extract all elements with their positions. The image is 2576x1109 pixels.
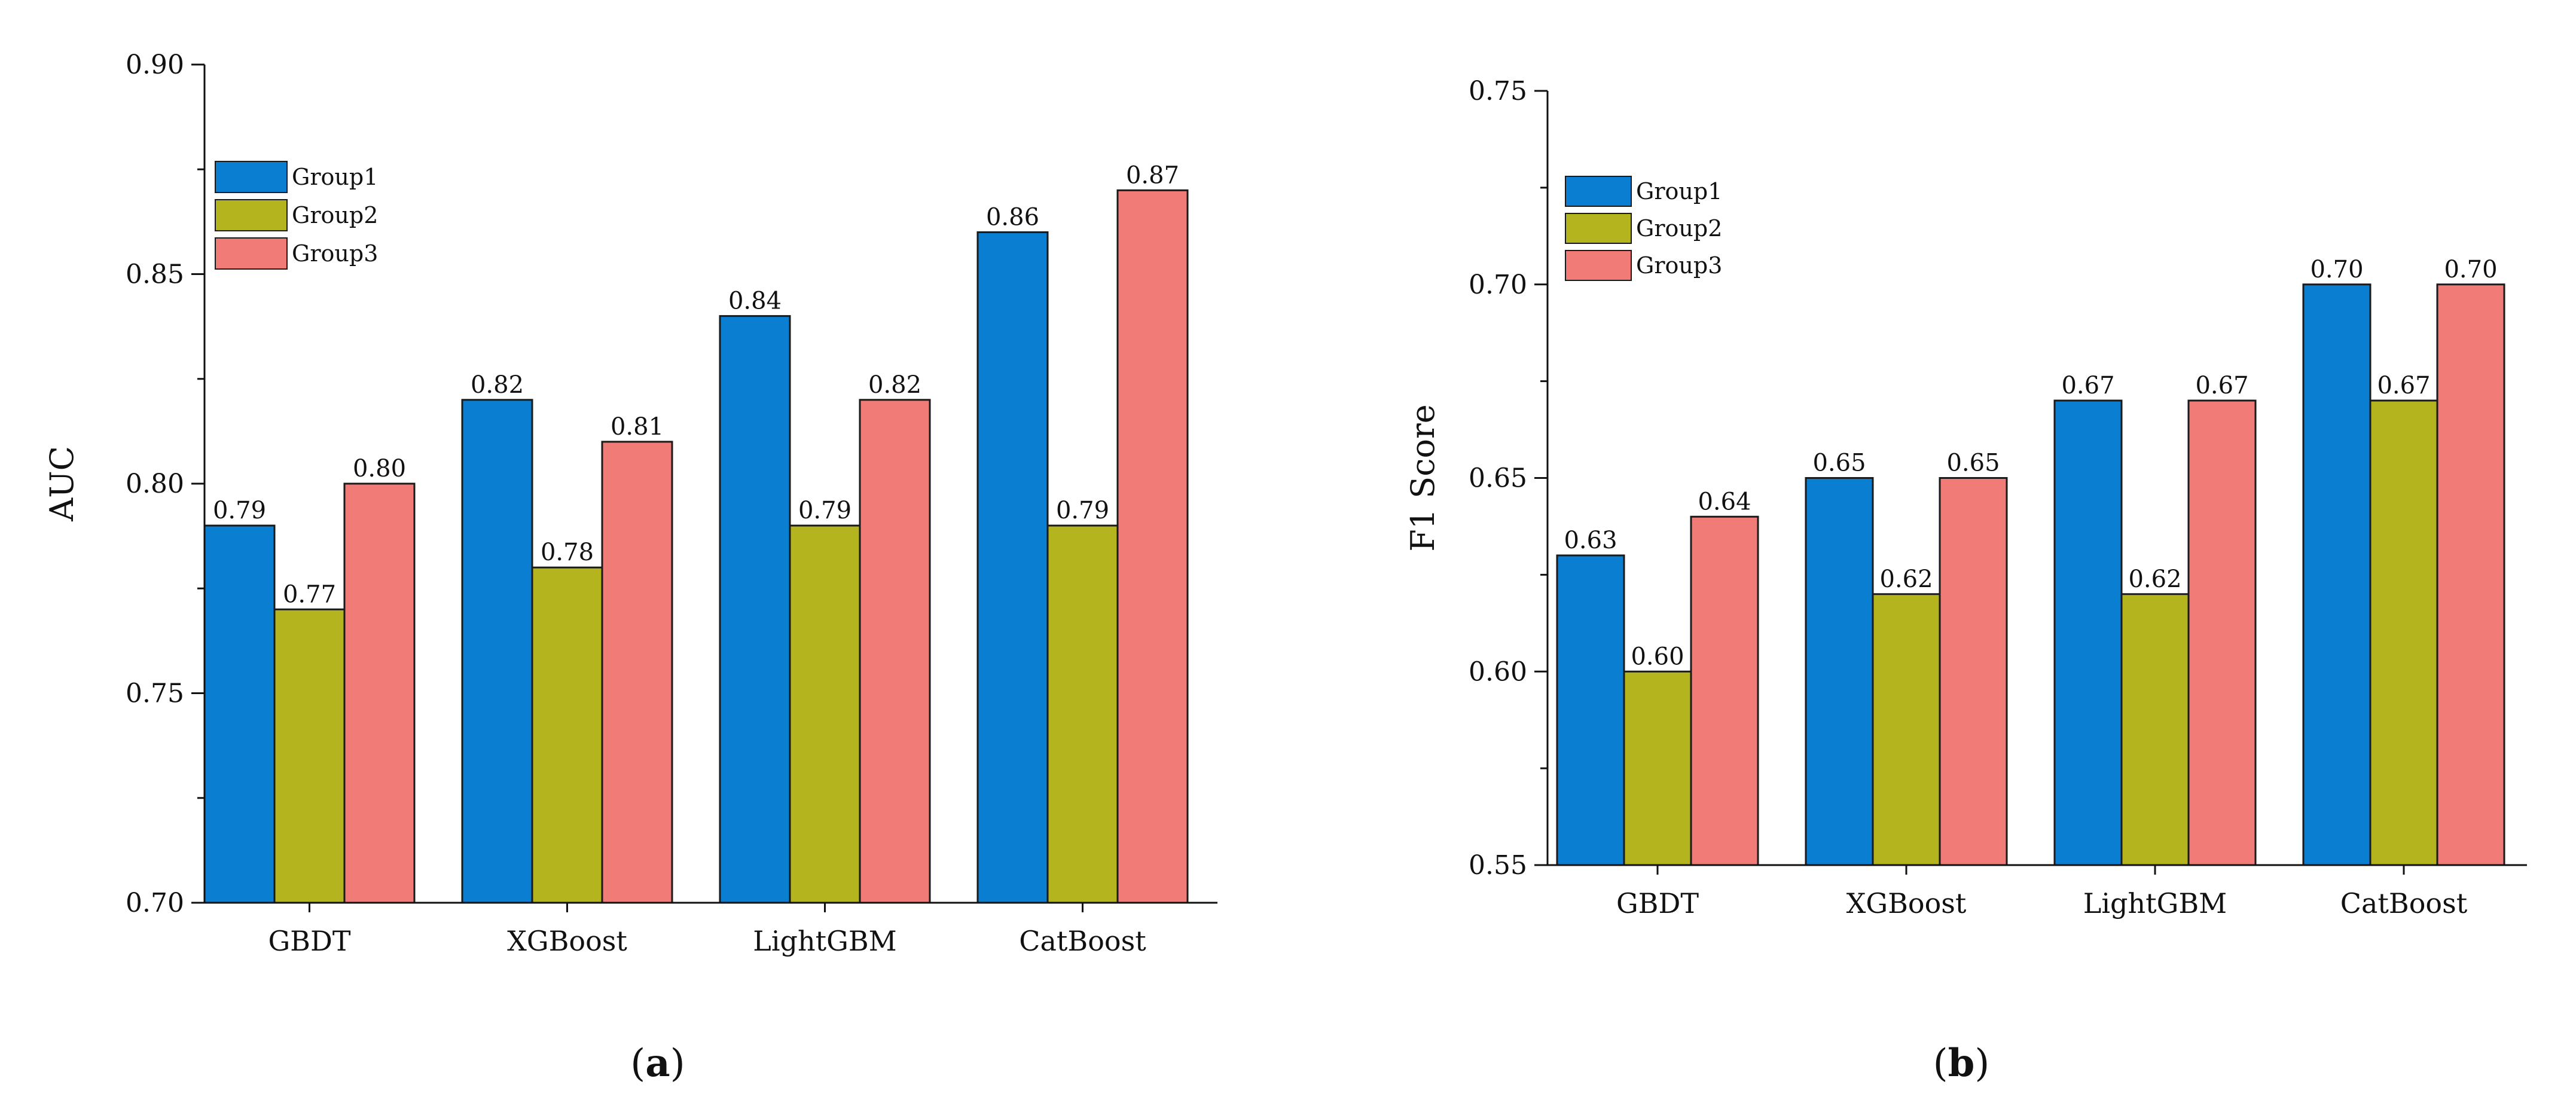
data-label: 0.63 xyxy=(1564,527,1617,554)
bar-group1-xgboost xyxy=(461,399,533,904)
data-label: 0.86 xyxy=(986,203,1039,231)
data-label: 0.62 xyxy=(1879,566,1933,593)
data-label: 0.87 xyxy=(1126,161,1179,189)
bar-group3-lightgbm xyxy=(859,399,931,904)
bar-group1-xgboost xyxy=(1805,477,1874,866)
data-label: 0.78 xyxy=(541,539,594,566)
data-label: 0.77 xyxy=(283,581,336,608)
bar-group2-lightgbm xyxy=(789,524,861,904)
bar-group1-lightgbm xyxy=(2053,399,2123,866)
bar-group2-catboost xyxy=(1046,524,1119,904)
data-label: 0.80 xyxy=(353,455,406,482)
data-label: 0.82 xyxy=(471,371,524,399)
legend-swatch-group3 xyxy=(215,237,288,270)
bar-group3-catboost xyxy=(1116,189,1189,904)
data-label: 0.79 xyxy=(1056,497,1109,524)
y-tick-label: 0.60 xyxy=(1469,656,1527,687)
y-axis-title: F1 Score xyxy=(1404,404,1442,552)
y-tick-label: 0.85 xyxy=(126,259,184,290)
bar-group3-xgboost xyxy=(1939,477,2008,866)
bar-group3-catboost xyxy=(2436,283,2505,866)
data-label: 0.67 xyxy=(2377,372,2430,399)
x-tick-label: LightGBM xyxy=(2083,887,2227,919)
y-tick-label: 0.75 xyxy=(126,679,184,709)
data-label: 0.84 xyxy=(728,288,782,315)
bar-group3-gbdt xyxy=(1690,515,1759,866)
y-tick-label: 0.90 xyxy=(126,50,184,80)
data-label: 0.67 xyxy=(2195,372,2248,399)
x-tick-label: LightGBM xyxy=(753,925,896,957)
data-label: 0.70 xyxy=(2444,256,2497,283)
y-axis-title: AUC xyxy=(43,446,81,522)
data-label: 0.70 xyxy=(2310,256,2363,283)
chart-panel-a: 0.79 0.77 0.80 GBDT 0.82 0.78 0.81 XGBoost 0.84 0… xyxy=(43,50,1217,1086)
panel-label: (a) xyxy=(630,1041,685,1086)
legend-swatch-group2 xyxy=(215,199,288,231)
x-tick-label: XGBoost xyxy=(507,925,627,957)
legend-label-group3: Group3 xyxy=(1636,252,1722,279)
chart-panel-b: 0.63 0.60 0.64 GBDT 0.65 0.62 0.65 XGBoost 0.67 0… xyxy=(1404,76,2527,1086)
legend-swatch-group3 xyxy=(1565,250,1632,281)
legend-swatch-group1 xyxy=(1565,176,1632,207)
y-tick-label: 0.80 xyxy=(126,469,184,499)
data-label: 0.62 xyxy=(2128,566,2181,593)
bar-group1-lightgbm xyxy=(719,315,791,904)
x-tick-label: GBDT xyxy=(1616,887,1699,919)
bar-group2-gbdt xyxy=(273,608,346,904)
legend-label-group1: Group1 xyxy=(1636,178,1722,204)
x-tick-label: CatBoost xyxy=(1019,925,1146,957)
panel-label: (b) xyxy=(1933,1041,1990,1086)
legend-label-group1: Group1 xyxy=(292,164,378,190)
bar-group3-xgboost xyxy=(601,441,673,904)
data-label: 0.60 xyxy=(1631,643,1684,670)
y-tick-label: 0.65 xyxy=(1469,463,1527,494)
bar-group1-gbdt xyxy=(203,524,276,904)
bar-group2-xgboost xyxy=(531,566,603,904)
bar-group1-catboost xyxy=(976,231,1049,904)
x-tick-label: XGBoost xyxy=(1846,887,1967,919)
bar-group3-lightgbm xyxy=(2187,399,2257,866)
data-label: 0.79 xyxy=(798,497,851,524)
bar-group1-catboost xyxy=(2302,283,2371,866)
legend-swatch-group1 xyxy=(215,161,288,193)
legend-label-group2: Group2 xyxy=(1636,215,1722,242)
legend-label-group3: Group3 xyxy=(292,240,378,267)
data-label: 0.67 xyxy=(2061,372,2114,399)
y-tick-label: 0.70 xyxy=(126,888,184,918)
x-tick-label: CatBoost xyxy=(2340,887,2468,919)
y-tick-label: 0.70 xyxy=(1469,270,1527,300)
bar-group2-xgboost xyxy=(1872,593,1941,866)
legend-swatch-group2 xyxy=(1565,213,1632,244)
bar-group2-lightgbm xyxy=(2120,593,2190,866)
bar-group1-gbdt xyxy=(1556,554,1625,866)
y-tick-label: 0.75 xyxy=(1469,76,1527,106)
data-label: 0.65 xyxy=(1946,450,2000,477)
data-label: 0.65 xyxy=(1812,450,1866,477)
bar-group3-gbdt xyxy=(343,482,416,904)
data-label: 0.81 xyxy=(611,413,664,441)
data-label: 0.79 xyxy=(213,497,266,524)
bar-group2-gbdt xyxy=(1623,670,1692,866)
x-tick-label: GBDT xyxy=(268,925,350,957)
bar-group2-catboost xyxy=(2369,399,2438,866)
legend-label-group2: Group2 xyxy=(292,202,378,228)
data-label: 0.82 xyxy=(868,371,921,399)
y-tick-label: 0.55 xyxy=(1469,850,1527,881)
data-label: 0.64 xyxy=(1698,488,1751,515)
